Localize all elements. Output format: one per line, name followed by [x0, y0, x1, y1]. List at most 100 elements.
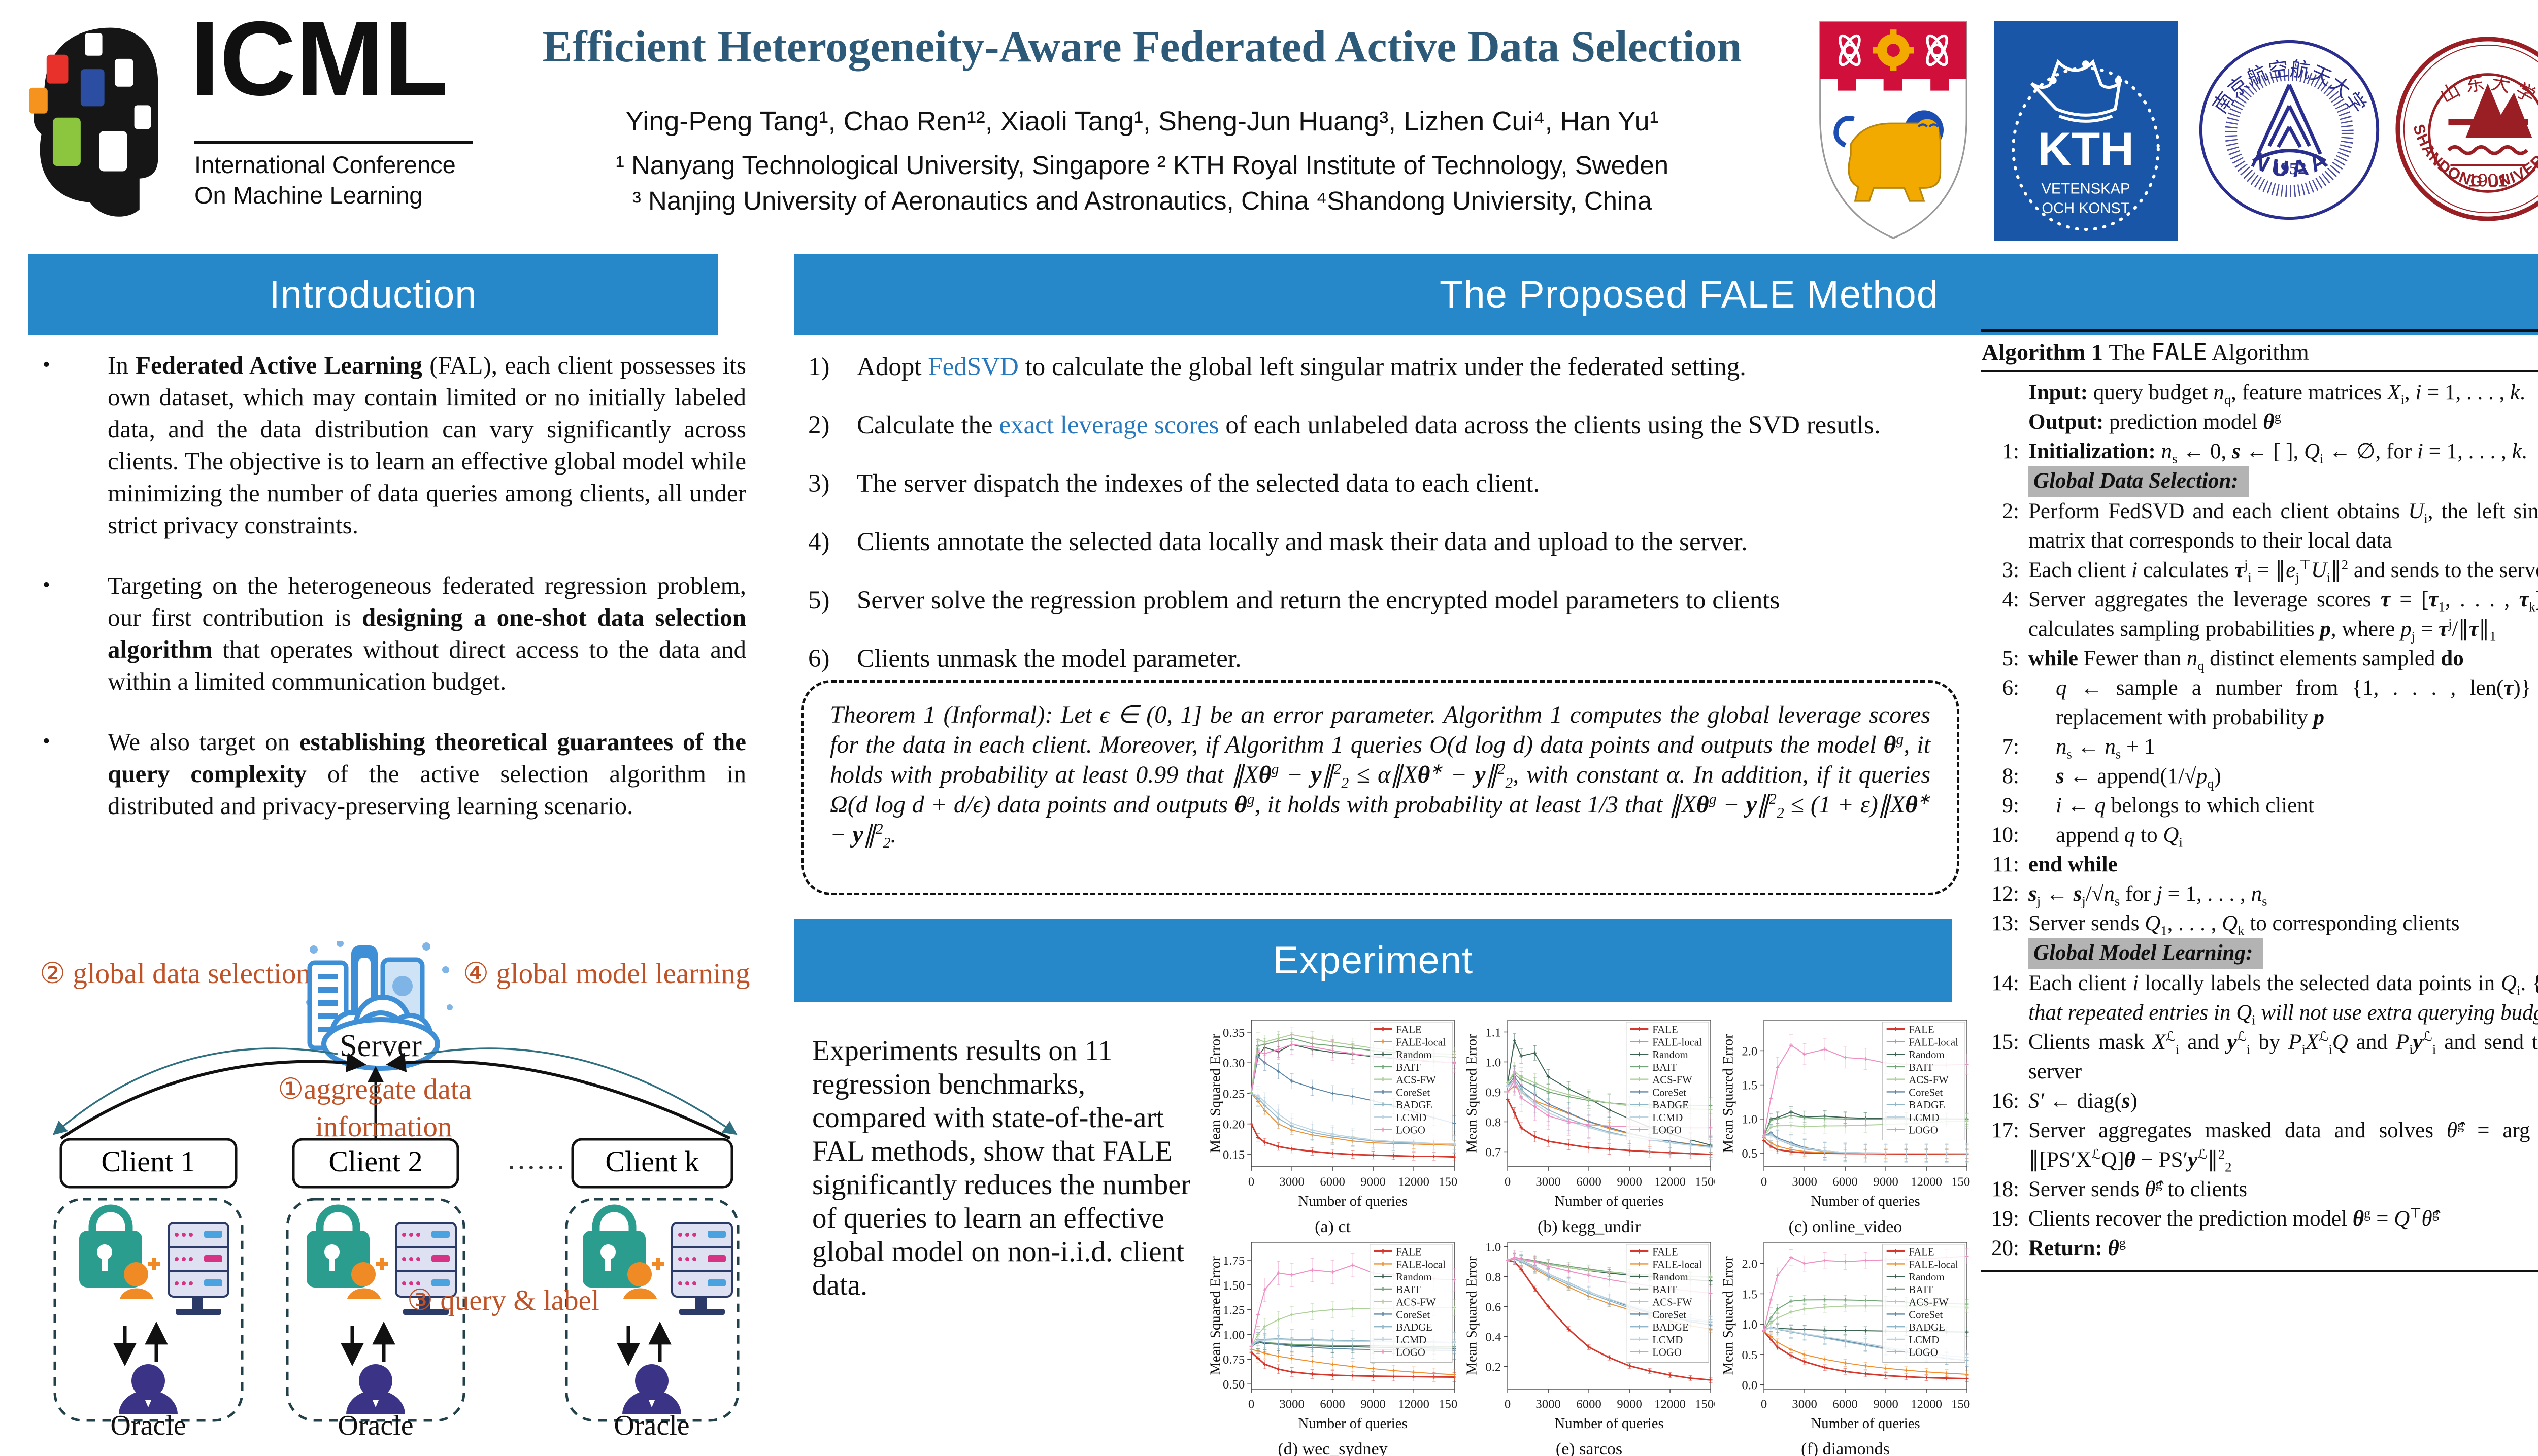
svg-text:0.20: 0.20 [1223, 1118, 1245, 1132]
svg-text:BAIT: BAIT [1909, 1062, 1933, 1073]
algorithm-line: 6: q ← sample a number from {1, . . . , l… [1981, 673, 2538, 732]
algorithm-line: Global Data Selection: [1981, 466, 2538, 497]
svg-text:BADGE: BADGE [1909, 1322, 1945, 1333]
svg-text:0: 0 [1248, 1398, 1254, 1411]
affiliations-line1: ¹ Nanyang Technological University, Sing… [615, 151, 1669, 180]
svg-text:6000: 6000 [1320, 1175, 1345, 1189]
svg-text:6000: 6000 [1320, 1398, 1345, 1411]
svg-text:CoreSet: CoreSet [1396, 1087, 1430, 1098]
svg-text:12000: 12000 [1654, 1175, 1686, 1189]
algorithm-line: 7: ns ← ns + 1 [1981, 732, 2538, 762]
svg-text:LOGO: LOGO [1396, 1125, 1425, 1136]
algorithm-line: 13: Server sends Q1, . . . , Qk to corres… [1981, 909, 2538, 938]
svg-text:0.25: 0.25 [1223, 1087, 1245, 1101]
step2-label: ② global data selection [40, 958, 311, 990]
svg-text:FALE: FALE [1396, 1246, 1421, 1258]
svg-text:CoreSet: CoreSet [1652, 1309, 1686, 1320]
svg-text:Number of queries: Number of queries [1555, 1193, 1664, 1209]
svg-text:0.7: 0.7 [1485, 1145, 1501, 1159]
algorithm-line-number: 20: [1991, 1236, 2019, 1260]
method-step-number: 5) [808, 586, 830, 615]
svg-text:ACS-FW: ACS-FW [1652, 1074, 1692, 1086]
algorithm-line-text: end while [2028, 853, 2118, 876]
method-step-4: 4) Clients annotate the selected data loc… [808, 527, 1971, 557]
method-step-text: Server solve the regression problem and … [857, 586, 1780, 615]
svg-text:Mean Squared Error: Mean Squared Error [1208, 1256, 1224, 1375]
nuaa-year: 1952 [2272, 159, 2306, 178]
clientk-label: Client k [605, 1145, 699, 1178]
intro-bullet-2-text: Targeting on the heterogeneous federated… [108, 571, 747, 695]
svg-text:LOGO: LOGO [1652, 1125, 1682, 1136]
method-step-number: 1) [808, 353, 830, 381]
chart-online-video: 0.5 1.0 1.5 2.0 0 3000 6000 9000 12000 15000 Numbe… [1720, 1014, 1983, 1236]
chart-canvas: 0.7 0.8 0.9 1.0 1.1 0 3000 6000 9000 12000 15000 Nu… [1463, 1014, 1726, 1214]
step1-label-line1: ①aggregate data [278, 1073, 472, 1105]
svg-text:LOGO: LOGO [1652, 1347, 1682, 1359]
svg-text:LCMD: LCMD [1396, 1112, 1426, 1124]
svg-text:Random: Random [1652, 1049, 1688, 1061]
algorithm-line: 4: Server aggregates the leverage scores … [1981, 585, 2538, 644]
experiment-summary: Experiments results on 11 regression ben… [812, 1035, 1191, 1301]
algorithm-line-number [1981, 466, 2028, 497]
svg-text:3000: 3000 [1792, 1398, 1817, 1411]
svg-text:BAIT: BAIT [1652, 1284, 1677, 1296]
bullet-marker: • [43, 573, 50, 597]
icml-acronym: ICML [190, 0, 449, 118]
algorithm-line-number: 4: [2002, 588, 2019, 612]
svg-text:ACS-FW: ACS-FW [1909, 1297, 1949, 1308]
svg-text:Random: Random [1396, 1271, 1431, 1283]
algorithm-line-number [1981, 938, 2028, 969]
server-icon: Server [306, 941, 453, 1071]
algorithm-line-text: Input: query budget nq, feature matrices… [2028, 381, 2525, 408]
svg-text:Number of queries: Number of queries [1811, 1193, 1920, 1209]
svg-text:FALE-local: FALE-local [1396, 1259, 1446, 1270]
algorithm-line: 2: Perform FedSVD and each client obtains… [1981, 497, 2538, 556]
svg-text:9000: 9000 [1360, 1398, 1385, 1411]
svg-text:1.0: 1.0 [1485, 1241, 1501, 1255]
svg-text:0: 0 [1505, 1175, 1511, 1189]
server-label: Server [340, 1029, 422, 1063]
chart-caption: (b) kegg_undir [1537, 1217, 1641, 1236]
algorithm-line: Global Model Learning: [1981, 938, 2538, 969]
svg-text:BADGE: BADGE [1652, 1322, 1689, 1333]
method-step-text: The server dispatch the indexes of the s… [857, 469, 1540, 498]
kth-logo: KTH VETENSKAP OCH KONST [1994, 21, 2178, 241]
svg-text:6000: 6000 [1832, 1175, 1857, 1189]
theorem-box: Theorem 1 (Informal): Let ϵ ∈ (0, 1] be … [801, 680, 1959, 895]
svg-text:BAIT: BAIT [1909, 1284, 1933, 1296]
chart-canvas: 0.50 0.75 1.00 1.25 1.50 1.75 0 3000 6000 9000 120… [1207, 1236, 1470, 1436]
algorithm-line-text: Server sends θ̂g to clients [2028, 1176, 2247, 1201]
algorithm-line-number: 6: [2002, 676, 2019, 700]
algorithm-line: 15: Clients mask Xℒi and yℒi by PiXℒiQ an… [1981, 1028, 2538, 1087]
method-step-number: 3) [808, 469, 830, 498]
svg-text:1.75: 1.75 [1223, 1254, 1245, 1268]
svg-text:0.4: 0.4 [1485, 1331, 1501, 1344]
svg-text:Random: Random [1652, 1271, 1688, 1283]
method-step-6: 6) Clients unmask the model parameter. [808, 644, 1971, 673]
algorithm-line-text: sj ← sj/√ns for j = 1, . . . , ns [2028, 882, 2267, 909]
method-step-3: 3) The server dispatch the indexes of the… [808, 469, 1971, 498]
algorithm-line: 5: while Fewer than nq distinct elements … [1981, 644, 2538, 673]
algorithm-line: Input: query budget nq, feature matrices… [1981, 378, 2538, 408]
svg-text:BADGE: BADGE [1909, 1099, 1945, 1111]
kth-sub1: VETENSKAP [2042, 181, 2130, 197]
bullet-marker: • [43, 353, 50, 377]
algorithm-line-number: 3: [2002, 558, 2019, 582]
algorithm-line-number: 8: [2002, 764, 2019, 788]
svg-text:Random: Random [1909, 1049, 1944, 1061]
svg-text:ACS-FW: ACS-FW [1396, 1297, 1436, 1308]
algorithm-line: 20: Return: θg [1981, 1234, 2538, 1263]
algorithm-line-text: Clients recover the prediction model θg … [2028, 1205, 2439, 1231]
algorithm-line-text: Global Model Learning: [2028, 938, 2538, 969]
svg-text:FALE: FALE [1652, 1024, 1678, 1036]
method-step-number: 6) [808, 645, 830, 673]
svg-text:0: 0 [1761, 1175, 1767, 1189]
svg-text:LCMD: LCMD [1396, 1334, 1426, 1346]
method-step-2: 2) Calculate the exact leverage scores of… [808, 411, 1971, 440]
svg-text:0.9: 0.9 [1485, 1086, 1501, 1099]
svg-text:1.25: 1.25 [1223, 1304, 1245, 1317]
algorithm-line-text: ns ← ns + 1 [2056, 735, 2155, 762]
algorithm-line: 16: S′ ← diag(s) [1981, 1087, 2538, 1116]
svg-text:BAIT: BAIT [1652, 1062, 1677, 1073]
svg-text:CoreSet: CoreSet [1909, 1087, 1943, 1098]
